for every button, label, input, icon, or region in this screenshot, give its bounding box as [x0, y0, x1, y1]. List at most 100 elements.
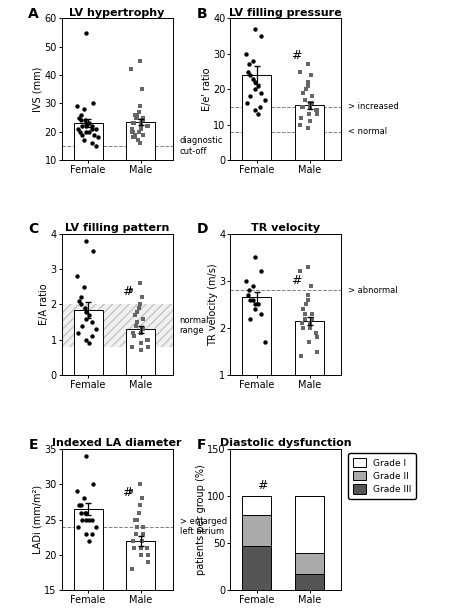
Point — [304, 123, 312, 133]
Point — [140, 113, 147, 122]
Point — [246, 295, 254, 304]
Point — [92, 141, 100, 151]
Point — [299, 102, 307, 112]
Point — [251, 77, 258, 87]
Point — [81, 116, 89, 125]
Point — [88, 529, 95, 539]
Point — [128, 124, 136, 134]
Point — [129, 328, 137, 338]
Point — [145, 557, 152, 567]
Bar — [295, 105, 324, 160]
Point — [306, 116, 313, 126]
Point — [137, 543, 145, 553]
Point — [88, 124, 95, 134]
Point — [143, 543, 151, 553]
Point — [80, 135, 88, 145]
Y-axis label: LADi (mm/m²): LADi (mm/m²) — [33, 485, 43, 554]
Point — [309, 314, 316, 323]
Point — [91, 130, 98, 140]
Title: Diastolic dysfunction: Diastolic dysfunction — [220, 438, 352, 448]
Point — [256, 102, 264, 112]
Point — [131, 110, 138, 120]
Text: #: # — [291, 274, 301, 287]
Point — [76, 113, 83, 122]
Point — [306, 337, 313, 347]
Point — [306, 102, 314, 112]
Point — [82, 236, 90, 245]
Title: LV filling pattern: LV filling pattern — [65, 223, 169, 233]
Point — [82, 314, 90, 323]
Point — [137, 328, 145, 338]
Point — [304, 81, 312, 90]
Bar — [127, 122, 155, 188]
Point — [249, 56, 256, 66]
Bar — [73, 310, 102, 375]
Point — [145, 121, 152, 131]
Point — [246, 92, 254, 101]
Bar — [295, 553, 324, 574]
Point — [78, 300, 85, 309]
Point — [136, 303, 143, 313]
Point — [92, 124, 100, 134]
Point — [74, 328, 82, 338]
Point — [130, 543, 138, 553]
Point — [137, 338, 145, 348]
Point — [138, 324, 146, 334]
Point — [138, 493, 146, 503]
Point — [127, 285, 135, 295]
Point — [136, 127, 143, 137]
Y-axis label: E/A ratio: E/A ratio — [39, 284, 49, 325]
Text: #: # — [122, 285, 133, 298]
Point — [246, 70, 254, 80]
Bar — [242, 546, 271, 590]
Point — [82, 515, 90, 525]
Bar — [242, 297, 271, 423]
Point — [246, 60, 253, 69]
Point — [145, 342, 152, 352]
Point — [76, 501, 83, 510]
Point — [140, 116, 147, 125]
Point — [77, 127, 84, 137]
Point — [85, 118, 92, 128]
Point — [246, 285, 253, 295]
Point — [297, 351, 304, 361]
Point — [78, 321, 86, 331]
Point — [80, 104, 88, 114]
Bar — [242, 75, 271, 160]
Text: D: D — [197, 222, 209, 236]
Point — [128, 124, 136, 134]
Point — [130, 118, 138, 128]
Text: F: F — [197, 437, 207, 451]
Point — [140, 314, 147, 323]
Point — [88, 515, 96, 525]
Point — [298, 102, 306, 112]
Point — [131, 515, 138, 525]
Point — [140, 522, 147, 531]
Text: normal
range: normal range — [180, 316, 209, 335]
Point — [129, 127, 137, 137]
Point — [251, 304, 259, 314]
Point — [298, 319, 306, 328]
Point — [145, 335, 152, 345]
Point — [78, 507, 85, 517]
Point — [140, 324, 147, 334]
Point — [82, 335, 90, 345]
Point — [127, 486, 135, 496]
Point — [134, 307, 141, 317]
Point — [82, 507, 90, 517]
Text: < normal: < normal — [348, 127, 387, 136]
Bar — [295, 496, 324, 553]
Point — [301, 95, 309, 105]
Point — [301, 309, 309, 319]
Point — [300, 304, 307, 314]
Text: diagnostic
cut-off: diagnostic cut-off — [180, 136, 223, 156]
Point — [302, 84, 310, 94]
Point — [131, 132, 139, 142]
Point — [133, 522, 140, 531]
Point — [80, 282, 88, 292]
Point — [300, 88, 307, 98]
Bar — [73, 509, 102, 615]
Point — [246, 314, 254, 323]
Point — [136, 278, 143, 288]
Point — [313, 347, 321, 357]
